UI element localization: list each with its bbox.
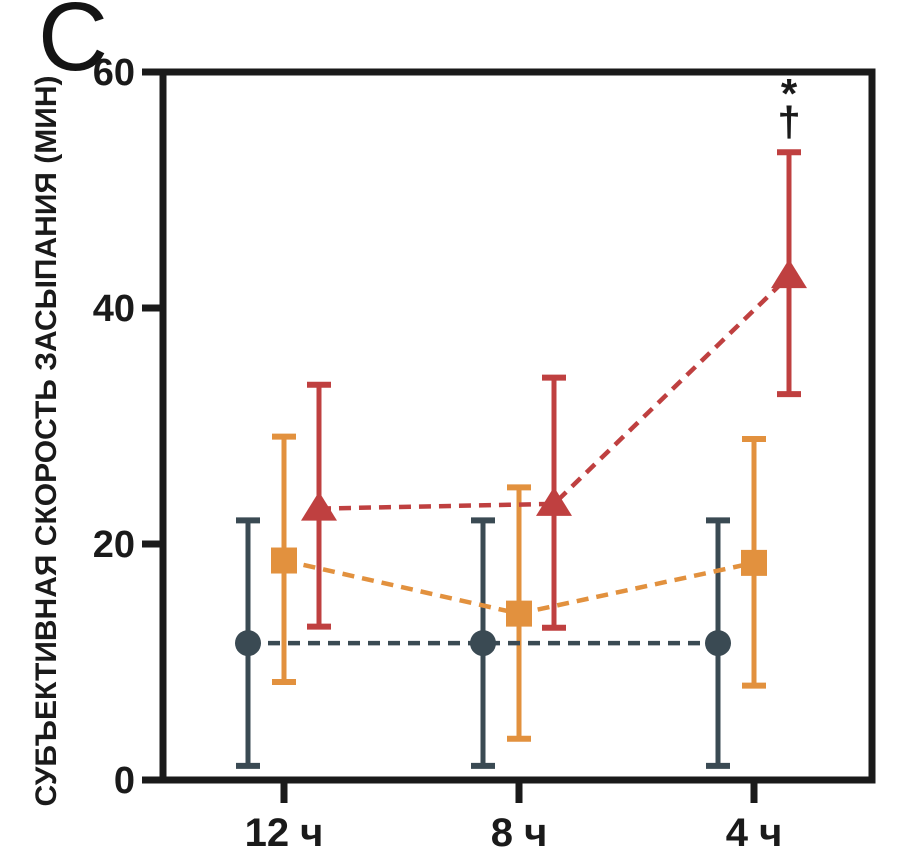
y-axis-tick-label: 60 xyxy=(93,52,135,94)
y-axis-title: СУБЪЕКТИВНАЯ СКОРОСТЬ ЗАСЫПАНИЯ (МИН) xyxy=(30,76,63,807)
data-point-square xyxy=(271,547,297,574)
annotation-dagger: † xyxy=(777,98,800,145)
x-axis-tick-label: 4 ч xyxy=(726,811,783,855)
data-point-circle xyxy=(235,630,261,657)
data-point-triangle xyxy=(771,259,807,289)
data-point-square xyxy=(741,549,767,576)
annotation-asterisk: * xyxy=(781,70,798,117)
x-axis-tick-label: 12 ч xyxy=(245,811,324,855)
plot-border xyxy=(159,68,876,784)
data-point-square xyxy=(506,600,532,627)
x-axis-tick-label: 8 ч xyxy=(491,811,548,855)
data-point-circle xyxy=(705,630,731,657)
y-axis-tick-label: 0 xyxy=(114,760,135,802)
panel-label: C xyxy=(38,0,109,91)
data-point-triangle xyxy=(301,491,337,521)
data-point-triangle xyxy=(536,486,572,516)
y-axis-tick-label: 20 xyxy=(93,524,135,566)
y-axis-tick-label: 40 xyxy=(93,288,135,330)
data-point-circle xyxy=(470,630,496,657)
